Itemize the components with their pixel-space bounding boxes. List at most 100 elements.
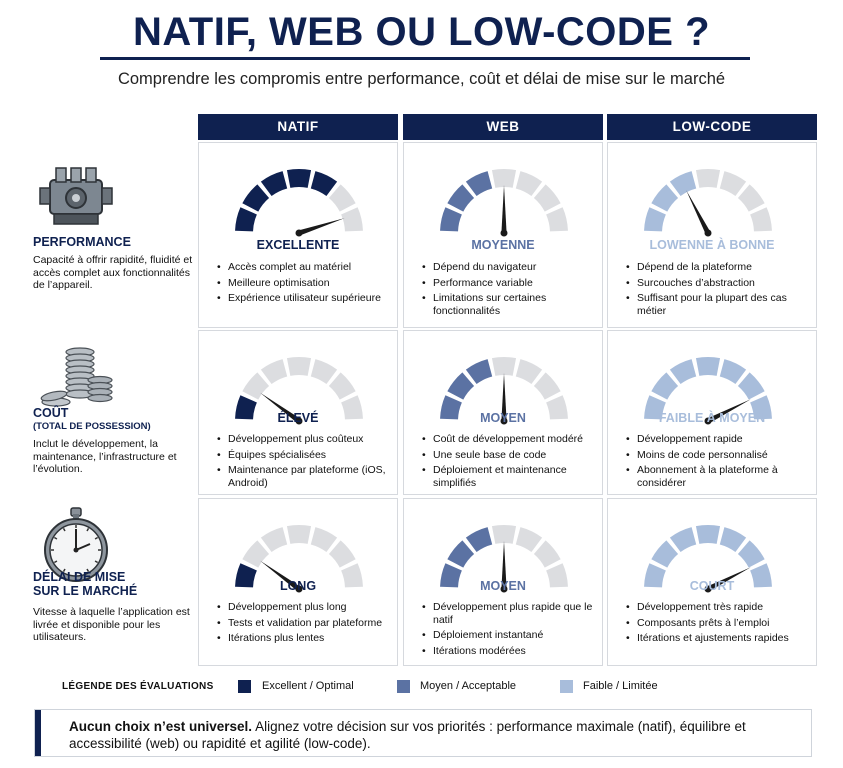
bullet-item: Déploiement instantané xyxy=(422,629,600,642)
bullet-item: Abonnement à la plateforme à considérer xyxy=(626,464,804,489)
gauge-segment xyxy=(737,184,765,212)
row-label-performance: PERFORMANCE Capacité à offrir rapidité, f… xyxy=(22,142,194,328)
bullet-item: Suffisant pour la plupart des cas métier xyxy=(626,292,804,317)
rating-gauge xyxy=(235,169,363,237)
gauge-hub xyxy=(295,229,303,237)
gauge-segment xyxy=(719,171,747,197)
gauge-segment xyxy=(719,527,747,553)
rating-label: MOYEN xyxy=(480,579,526,593)
cell-performance-low-code: LOWENNE À BONNE Dépend de la plateforme Su… xyxy=(607,142,817,328)
gauge-segment xyxy=(328,372,356,400)
gauge-hub xyxy=(295,585,303,593)
gauge-hub xyxy=(704,417,712,425)
engine-icon xyxy=(39,167,113,225)
coins-icon xyxy=(40,347,113,407)
gauge-segment xyxy=(235,207,257,232)
bullet-item: Développement rapide xyxy=(626,433,804,446)
gauge-needle xyxy=(260,560,301,592)
bullet-item: Dépend de la plateforme xyxy=(626,261,804,274)
gauge-segment xyxy=(533,372,561,400)
bullet-list: Développement rapide Moins de code person… xyxy=(626,433,804,492)
gauge-segment xyxy=(695,525,721,544)
rating-label: ÉLEVÉ xyxy=(277,411,319,425)
bullet-list: Développement plus long Tests et validati… xyxy=(217,601,395,648)
gauge-segment xyxy=(644,563,666,588)
gauge-segment xyxy=(447,540,475,568)
gauge-segment xyxy=(447,372,475,400)
cell-performance-natif: EXCELLENTE Accès complet au matériel Meill… xyxy=(198,142,398,328)
legend-swatch-dark xyxy=(238,680,251,693)
bullet-item: Coût de développement modéré xyxy=(422,433,600,446)
rating-label: MOYEN xyxy=(480,411,526,425)
row-description: Vitesse à laquelle l’application est liv… xyxy=(33,606,190,643)
gauge-segment xyxy=(440,395,462,420)
bullet-item: Développement plus coûteux xyxy=(217,433,395,446)
gauge-needle xyxy=(501,185,507,233)
bullet-item: Limitations sur certaines fonctionnalité… xyxy=(422,292,600,317)
bullet-item: Déploiement et maintenance simplifiés xyxy=(422,464,600,489)
rating-gauge xyxy=(440,169,568,237)
gauge-segment xyxy=(328,184,356,212)
rating-label: MOYENNE xyxy=(471,238,535,252)
note-accent-bar xyxy=(35,710,41,756)
rating-legend: LÉGENDE DES ÉVALUATIONS Excellent / Opti… xyxy=(0,676,843,698)
rating-gauge xyxy=(644,525,772,593)
gauge-segment xyxy=(695,169,721,188)
note-body: Alignez votre décision sur vos priorités… xyxy=(69,719,746,751)
gauge-segment xyxy=(286,525,312,544)
row-label-delai: DÉLAI DE MISE SUR LE MARCHÉ Vitesse à laq… xyxy=(22,498,194,666)
row-description: Inclut le développement, la maintenance,… xyxy=(33,438,177,475)
bullet-item: Meilleure optimisation xyxy=(217,277,395,290)
gauge-hub xyxy=(704,229,712,237)
row-subtitle: (TOTAL DE POSSESSION) xyxy=(33,421,151,432)
gauge-segment xyxy=(341,207,363,232)
bullet-item: Performance variable xyxy=(422,277,600,290)
bullet-list: Développement très rapide Composants prêt… xyxy=(626,601,804,648)
gauge-segment xyxy=(328,540,356,568)
column-header-natif: NATIF xyxy=(198,114,398,140)
gauge-segment xyxy=(260,359,288,385)
gauge-segment xyxy=(644,395,666,420)
gauge-needle xyxy=(686,190,711,235)
cell-delai-low-code: COURT Développement très rapide Composants… xyxy=(607,498,817,666)
legend-title: LÉGENDE DES ÉVALUATIONS xyxy=(62,681,214,692)
gauge-segment xyxy=(286,357,312,376)
legend-label-light: Faible / Limitée xyxy=(583,680,658,692)
gauge-segment xyxy=(546,563,568,588)
cell-cout-natif: ÉLEVÉ Développement plus coûteux Équipes s… xyxy=(198,330,398,495)
gauge-segment xyxy=(465,527,493,553)
gauge-segment xyxy=(310,527,338,553)
gauge-needle xyxy=(501,541,507,589)
legend-label-dark: Excellent / Optimal xyxy=(262,680,354,692)
gauge-hub xyxy=(295,417,303,425)
gauge-segment xyxy=(260,527,288,553)
gauge-segment xyxy=(515,171,543,197)
cell-delai-natif: LONG Développement plus long Tests et vali… xyxy=(198,498,398,666)
gauge-segment xyxy=(669,171,697,197)
row-title: PERFORMANCE xyxy=(33,235,131,249)
title-underline xyxy=(100,57,750,60)
bullet-list: Développement plus coûteux Équipes spécia… xyxy=(217,433,395,492)
gauge-hub xyxy=(500,417,508,425)
bullet-item: Accès complet au matériel xyxy=(217,261,395,274)
bullet-list: Accès complet au matériel Meilleure optim… xyxy=(217,261,395,308)
legend-swatch-medium xyxy=(397,680,410,693)
gauge-segment xyxy=(719,359,747,385)
gauge-segment xyxy=(235,563,257,588)
bullet-item: Développement très rapide xyxy=(626,601,804,614)
gauge-segment xyxy=(310,359,338,385)
gauge-segment xyxy=(242,184,270,212)
gauge-segment xyxy=(341,563,363,588)
gauge-segment xyxy=(235,395,257,420)
gauge-hub xyxy=(500,585,508,593)
note-text: Aucun choix n’est universel. Alignez vot… xyxy=(69,718,799,752)
bullet-list: Dépend du navigateur Performance variable… xyxy=(422,261,600,320)
bullet-item: Tests et validation par plateforme xyxy=(217,617,395,630)
gauge-segment xyxy=(515,359,543,385)
row-description: Capacité à offrir rapidité, fluidité et … xyxy=(33,254,193,291)
gauge-segment xyxy=(440,563,462,588)
cell-cout-web: MOYEN Coût de développement modéré Une seu… xyxy=(403,330,603,495)
gauge-segment xyxy=(669,359,697,385)
bullet-item: Développement plus long xyxy=(217,601,395,614)
gauge-segment xyxy=(750,395,772,420)
